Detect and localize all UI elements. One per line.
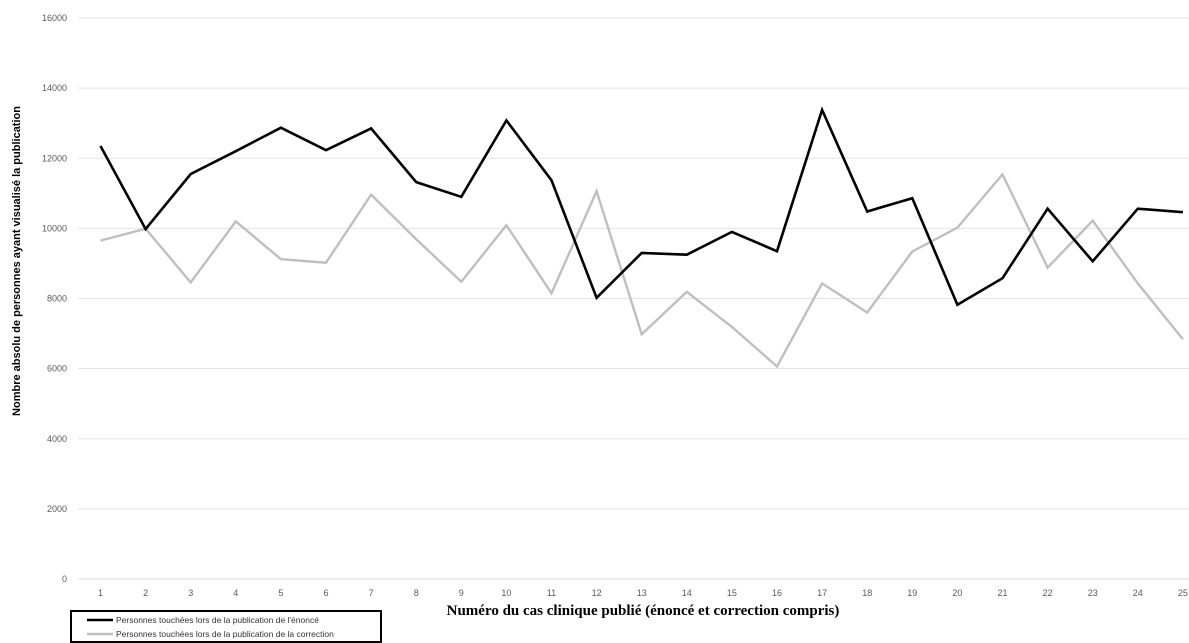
y-tick-label: 2000: [47, 504, 67, 514]
x-axis-label: Numéro du cas clinique publié (énoncé et…: [447, 603, 840, 619]
x-tick-label: 12: [592, 588, 602, 598]
x-tick-label: 23: [1088, 588, 1098, 598]
x-tick-label: 19: [907, 588, 917, 598]
x-tick-label: 20: [952, 588, 962, 598]
legend-box: [70, 610, 382, 643]
x-tick-label: 10: [501, 588, 511, 598]
series-line-correction: [100, 172, 1184, 369]
y-tick-label: 8000: [47, 294, 67, 304]
x-tick-label: 13: [637, 588, 647, 598]
x-tick-label: 6: [323, 588, 328, 598]
y-tick-label: 4000: [47, 434, 67, 444]
y-tick-label: 0: [62, 574, 67, 584]
x-tick-label: 1: [98, 588, 103, 598]
gridlines: [78, 17, 1189, 580]
x-tick-label: 14: [682, 588, 692, 598]
y-tick-label: 14000: [42, 83, 67, 93]
x-tick-label: 24: [1133, 588, 1143, 598]
x-tick-label: 11: [547, 588, 556, 598]
x-tick-label: 15: [727, 588, 737, 598]
y-tick-label: 10000: [42, 223, 67, 233]
x-tick-label: 7: [369, 588, 374, 598]
x-tick-label: 25: [1178, 588, 1188, 598]
y-tick-label: 12000: [42, 153, 67, 163]
series-line-enonce: [99, 106, 1184, 307]
x-tick-label: 22: [1043, 588, 1053, 598]
x-axis-ticks: 1 2 3 4 5 6 7 8 9 10 11 12 13 14 15 16 17 18 19 20 21 22 23 24 2…: [98, 588, 1188, 598]
x-tick-label: 18: [862, 588, 872, 598]
x-tick-label: 16: [772, 588, 782, 598]
legend-label-enonce: Personnes touchées lors de la publicatio…: [116, 615, 319, 625]
legend: Personnes touchées lors de la publicatio…: [70, 610, 382, 643]
legend-label-correction: Personnes touchées lors de la publicatio…: [116, 629, 334, 639]
y-axis-label: Nombre absolu de personnes ayant visuali…: [11, 106, 23, 416]
y-tick-label: 16000: [42, 13, 67, 23]
y-axis-ticks: 0 2000 4000 6000 8000 10000 12000 14000 16000: [42, 13, 67, 584]
x-tick-label: 9: [459, 588, 464, 598]
x-tick-label: 3: [188, 588, 193, 598]
y-tick-label: 6000: [47, 364, 67, 374]
x-tick-label: 5: [278, 588, 283, 598]
x-tick-label: 8: [414, 588, 419, 598]
x-tick-label: 21: [997, 588, 1007, 598]
x-tick-label: 17: [817, 588, 827, 598]
x-tick-label: 4: [233, 588, 238, 598]
x-tick-label: 2: [143, 588, 148, 598]
series-lines: [99, 106, 1184, 369]
